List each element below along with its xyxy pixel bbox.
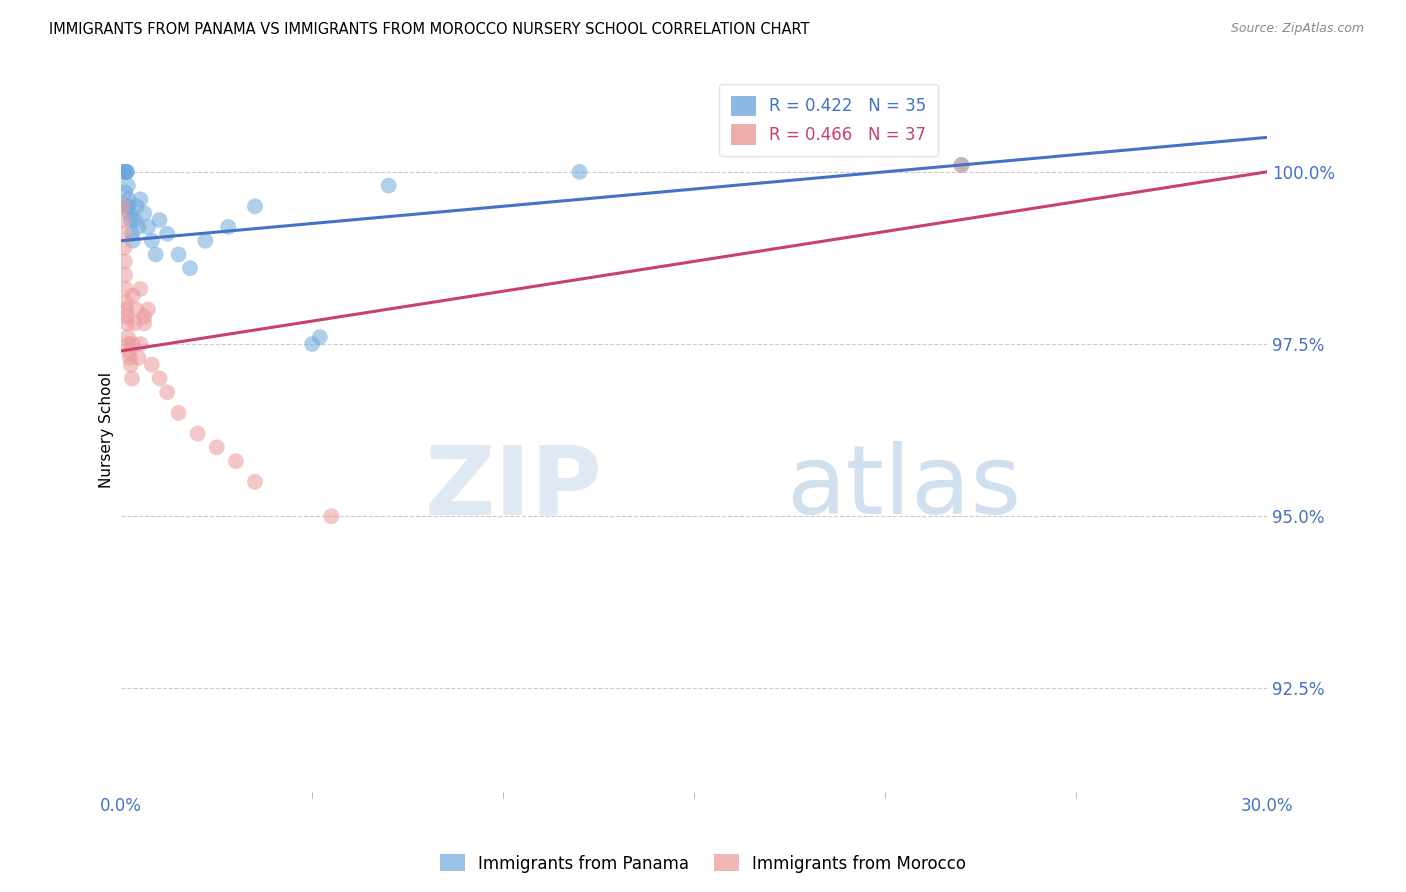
Point [115,165,138,179]
Text: Source: ZipAtlas.com: Source: ZipAtlas.com [1230,22,1364,36]
Point [124,213,146,227]
Point [167,247,190,261]
Point [114,186,136,200]
Point [127,219,149,234]
Point [205,440,228,454]
Point [136,219,159,234]
Point [141,234,163,248]
Point [167,406,190,420]
Point [115,165,138,179]
Point [129,282,152,296]
Point [950,158,973,172]
Point [136,302,159,317]
Point [114,165,136,179]
Point [134,206,156,220]
Point [117,178,139,193]
Point [243,199,266,213]
Point [148,213,170,227]
Point [118,351,141,365]
Point [115,295,138,310]
Point [179,261,201,276]
Point [120,358,142,372]
Point [112,165,135,179]
Point [377,178,399,193]
Point [114,282,136,296]
Point [568,165,591,179]
Point [117,337,139,351]
Point [121,227,143,241]
Point [134,317,156,331]
Legend: Immigrants from Panama, Immigrants from Morocco: Immigrants from Panama, Immigrants from … [433,847,973,880]
Point [115,302,138,317]
Point [145,247,167,261]
Point [125,302,148,317]
Point [217,219,239,234]
Point [194,234,217,248]
Text: ZIP: ZIP [425,442,602,534]
Point [118,206,141,220]
Point [225,454,247,468]
Point [117,330,139,344]
Point [243,475,266,489]
Point [129,337,152,351]
Point [115,317,138,331]
Point [121,234,143,248]
Point [134,310,156,324]
Point [156,385,179,400]
Point [301,337,323,351]
Point [121,371,143,385]
Point [118,199,141,213]
Point [129,193,152,207]
Point [124,317,146,331]
Point [111,199,134,213]
Point [121,337,143,351]
Point [117,193,139,207]
Text: IMMIGRANTS FROM PANAMA VS IMMIGRANTS FROM MOROCCO NURSERY SCHOOL CORRELATION CHA: IMMIGRANTS FROM PANAMA VS IMMIGRANTS FRO… [49,22,810,37]
Legend: R = 0.422   N = 35, R = 0.466   N = 37: R = 0.422 N = 35, R = 0.466 N = 37 [718,84,938,156]
Point [120,213,142,227]
Point [321,509,343,524]
Point [112,213,135,227]
Point [112,227,135,241]
Point [121,289,143,303]
Point [141,358,163,372]
Point [112,165,135,179]
Point [118,343,141,358]
Point [950,158,973,172]
Point [114,254,136,268]
Point [187,426,209,441]
Point [115,165,138,179]
Point [115,310,138,324]
Point [148,371,170,385]
Point [125,199,148,213]
Point [112,241,135,255]
Y-axis label: Nursery School: Nursery School [100,372,114,488]
Point [309,330,332,344]
Point [156,227,179,241]
Point [115,199,138,213]
Point [114,268,136,282]
Point [127,351,149,365]
Text: atlas: atlas [786,442,1021,534]
